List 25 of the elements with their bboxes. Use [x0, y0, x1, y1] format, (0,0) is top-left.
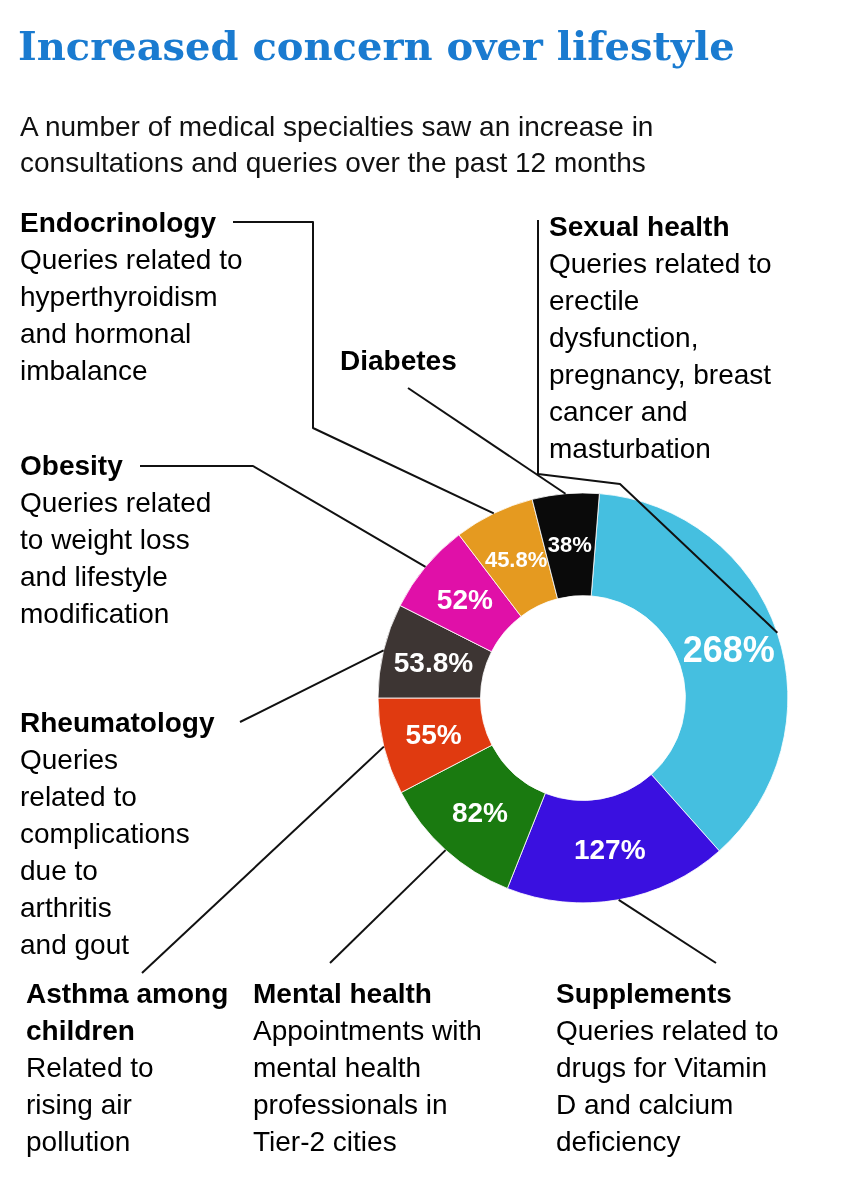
text: Related to rising air pollution [26, 1052, 154, 1157]
text: Queries related to complications due to arthritis and gout [20, 744, 190, 960]
text: Queries related to drugs for Vitamin D and calcium deficiency [556, 1015, 779, 1157]
slice-label: Rheumatology [20, 707, 215, 738]
data-label: 52% [436, 584, 494, 616]
slice-label: Mental health [253, 978, 432, 1009]
slice-label: Endocrinology [20, 207, 217, 238]
text: Queries related to hyperthyroidism and hormonal imbalance [20, 244, 243, 386]
chart-title: Increased concern over lifestyle [18, 22, 735, 69]
data-label: 53.8% [393, 646, 474, 678]
slice-label: Obesity [20, 450, 124, 481]
data-label: 55% [405, 718, 462, 750]
data-label: 45.8% [484, 547, 548, 573]
slice-label: Diabetes [340, 345, 457, 376]
data-label: 38% [547, 532, 592, 558]
data-label: 127% [573, 833, 646, 865]
text: Appointments with mental health professionals in Tier-2 cities [253, 1015, 482, 1157]
text: Queries related to erectile dysfunction, pregnancy, breast cancer and masturbation [549, 248, 772, 464]
slice-label: Supplements [556, 978, 732, 1009]
data-label: 82% [451, 796, 509, 828]
slice-label: Sexual health [549, 211, 730, 242]
text: Queries related to weight loss and lifestyle modification [20, 487, 212, 629]
slice-label: Asthma among children [26, 978, 229, 1046]
data-label: 268% [682, 628, 775, 670]
chart-subtitle: A number of medical specialties saw an increase in consultations and queries over the past 12 months [20, 111, 654, 178]
